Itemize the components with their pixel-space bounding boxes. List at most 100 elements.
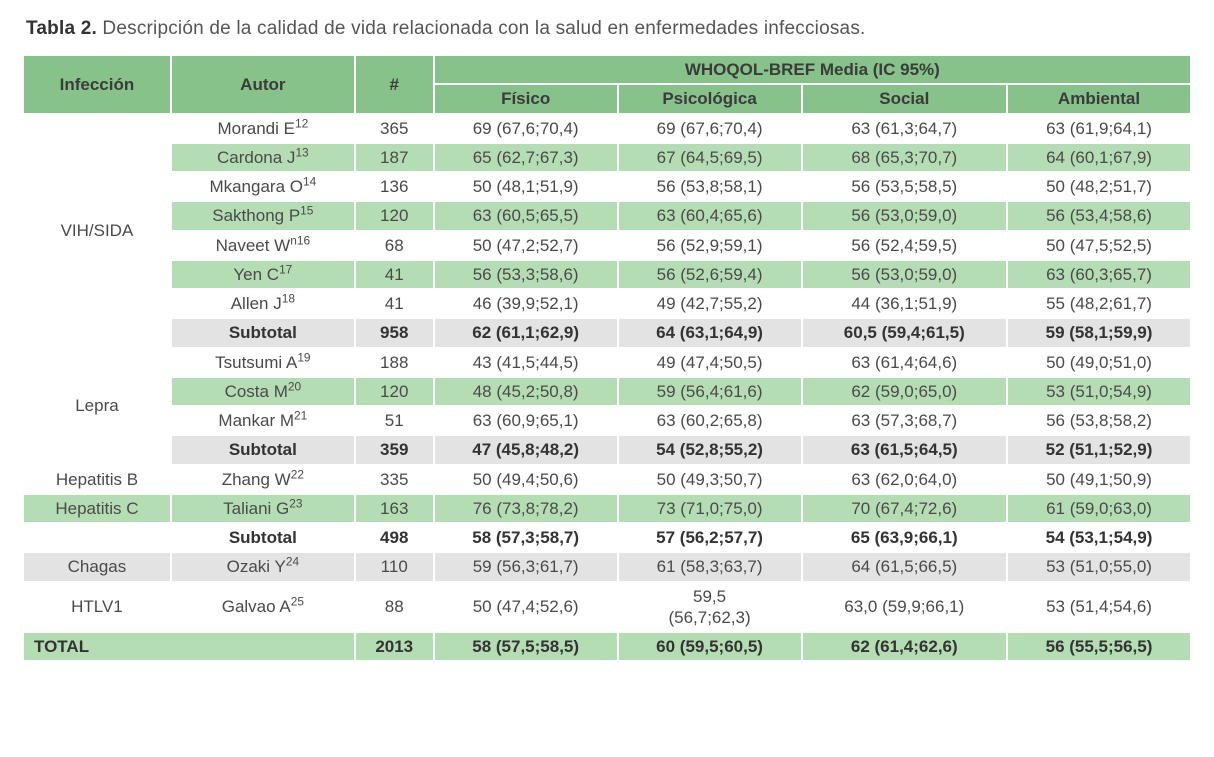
cell: 48 (45,2;50,8) — [434, 377, 618, 406]
cell: 365 — [355, 114, 434, 143]
cell: 498 — [355, 523, 434, 552]
cell: 69 (67,6;70,4) — [434, 114, 618, 143]
cell: 136 — [355, 172, 434, 201]
cell: 50 (47,4;52,6) — [434, 582, 618, 633]
cell: 110 — [355, 552, 434, 581]
cell: 56 (55,5;56,5) — [1007, 632, 1191, 661]
cell: 62 (61,4;62,6) — [802, 632, 1008, 661]
cell: 70 (67,4;72,6) — [802, 494, 1008, 523]
col-fisico: Físico — [434, 84, 618, 113]
cell: 50 (48,1;51,9) — [434, 172, 618, 201]
cell: 65 (63,9;66,1) — [802, 523, 1008, 552]
cell: 73 (71,0;75,0) — [618, 494, 802, 523]
col-n: # — [355, 55, 434, 114]
cell: Subtotal — [171, 318, 355, 347]
cell: 120 — [355, 377, 434, 406]
cell: 53 (51,4;54,6) — [1007, 582, 1191, 633]
caption-rest: Descripción de la calidad de vida relaci… — [97, 18, 866, 39]
cell: Zhang W22 — [171, 465, 355, 494]
cell: 2013 — [355, 632, 434, 661]
cell: 57 (56,2;57,7) — [618, 523, 802, 552]
cell: 60,5 (59,4;61,5) — [802, 318, 1008, 347]
cell: 63 (60,9;65,1) — [434, 406, 618, 435]
cell: 63 (60,2;65,8) — [618, 406, 802, 435]
cell: 62 (61,1;62,9) — [434, 318, 618, 347]
cell: 50 (49,4;50,6) — [434, 465, 618, 494]
cell: 53 (51,0;54,9) — [1007, 377, 1191, 406]
cell: HTLV1 — [23, 582, 171, 633]
cell: 44 (36,1;51,9) — [802, 289, 1008, 318]
cell: 54 (53,1;54,9) — [1007, 523, 1191, 552]
cell: 63 (57,3;68,7) — [802, 406, 1008, 435]
cell: 50 (49,3;50,7) — [618, 465, 802, 494]
infection-label: Lepra — [23, 348, 171, 465]
cell: 63,0 (59,9;66,1) — [802, 582, 1008, 633]
cell: 43 (41,5;44,5) — [434, 348, 618, 377]
cell: Morandi E12 — [171, 114, 355, 143]
infection-label: VIH/SIDA — [23, 114, 171, 348]
cell: 69 (67,6;70,4) — [618, 114, 802, 143]
cell: 56 (52,6;59,4) — [618, 260, 802, 289]
cell: 187 — [355, 143, 434, 172]
cell: 958 — [355, 318, 434, 347]
cell: 52 (51,1;52,9) — [1007, 435, 1191, 464]
cell: 63 (60,4;65,6) — [618, 201, 802, 230]
cell: Taliani G23 — [171, 494, 355, 523]
cell: Galvao A25 — [171, 582, 355, 633]
cell: 47 (45,8;48,2) — [434, 435, 618, 464]
cell: Hepatitis B — [23, 465, 171, 494]
cell: 50 (49,0;51,0) — [1007, 348, 1191, 377]
cell: 335 — [355, 465, 434, 494]
cell: 41 — [355, 289, 434, 318]
cell: 56 (53,4;58,6) — [1007, 201, 1191, 230]
cell: Mankar M21 — [171, 406, 355, 435]
cell: 56 (53,8;58,1) — [618, 172, 802, 201]
cell: 62 (59,0;65,0) — [802, 377, 1008, 406]
cell: Naveet Wn16 — [171, 231, 355, 260]
cell: 64 (63,1;64,9) — [618, 318, 802, 347]
cell: 50 (47,5;52,5) — [1007, 231, 1191, 260]
cell: 56 (53,8;58,2) — [1007, 406, 1191, 435]
cell: 63 (61,5;64,5) — [802, 435, 1008, 464]
cell: 359 — [355, 435, 434, 464]
cell: Yen C17 — [171, 260, 355, 289]
cell: 54 (52,8;55,2) — [618, 435, 802, 464]
cell: 50 (48,2;51,7) — [1007, 172, 1191, 201]
cell: 64 (60,1;67,9) — [1007, 143, 1191, 172]
cell: Cardona J13 — [171, 143, 355, 172]
cell: 46 (39,9;52,1) — [434, 289, 618, 318]
cell: 188 — [355, 348, 434, 377]
cell: 59 (56,3;61,7) — [434, 552, 618, 581]
caption-bold: Tabla 2. — [26, 18, 97, 39]
cell: 58 (57,5;58,5) — [434, 632, 618, 661]
cell: 63 (61,4;64,6) — [802, 348, 1008, 377]
cell: 59,5(56,7;62,3) — [618, 582, 802, 633]
cell: 63 (60,3;65,7) — [1007, 260, 1191, 289]
cell: 120 — [355, 201, 434, 230]
cell: Subtotal — [171, 435, 355, 464]
cell: TOTAL — [23, 632, 355, 661]
cell: 56 (53,3;58,6) — [434, 260, 618, 289]
table-caption: Tabla 2. Descripción de la calidad de vi… — [26, 18, 1192, 40]
cell: 163 — [355, 494, 434, 523]
cell: 88 — [355, 582, 434, 633]
cell: Sakthong P15 — [171, 201, 355, 230]
cell: 61 (59,0;63,0) — [1007, 494, 1191, 523]
cell: Costa M20 — [171, 377, 355, 406]
col-psicologica: Psicológica — [618, 84, 802, 113]
cell: 56 (53,0;59,0) — [802, 260, 1008, 289]
cell: 63 (61,9;64,1) — [1007, 114, 1191, 143]
cell: 50 (49,1;50,9) — [1007, 465, 1191, 494]
cell: 68 — [355, 231, 434, 260]
cell: 56 (52,9;59,1) — [618, 231, 802, 260]
col-autor: Autor — [171, 55, 355, 114]
cell: Hepatitis C — [23, 494, 171, 523]
cell: 63 (60,5;65,5) — [434, 201, 618, 230]
cell: 41 — [355, 260, 434, 289]
cell: Allen J18 — [171, 289, 355, 318]
cell — [23, 523, 171, 552]
cell: 56 (53,5;58,5) — [802, 172, 1008, 201]
cell: 63 (62,0;64,0) — [802, 465, 1008, 494]
qol-table: Infección Autor # WHOQOL-BREF Media (IC … — [22, 54, 1192, 662]
col-infeccion: Infección — [23, 55, 171, 114]
